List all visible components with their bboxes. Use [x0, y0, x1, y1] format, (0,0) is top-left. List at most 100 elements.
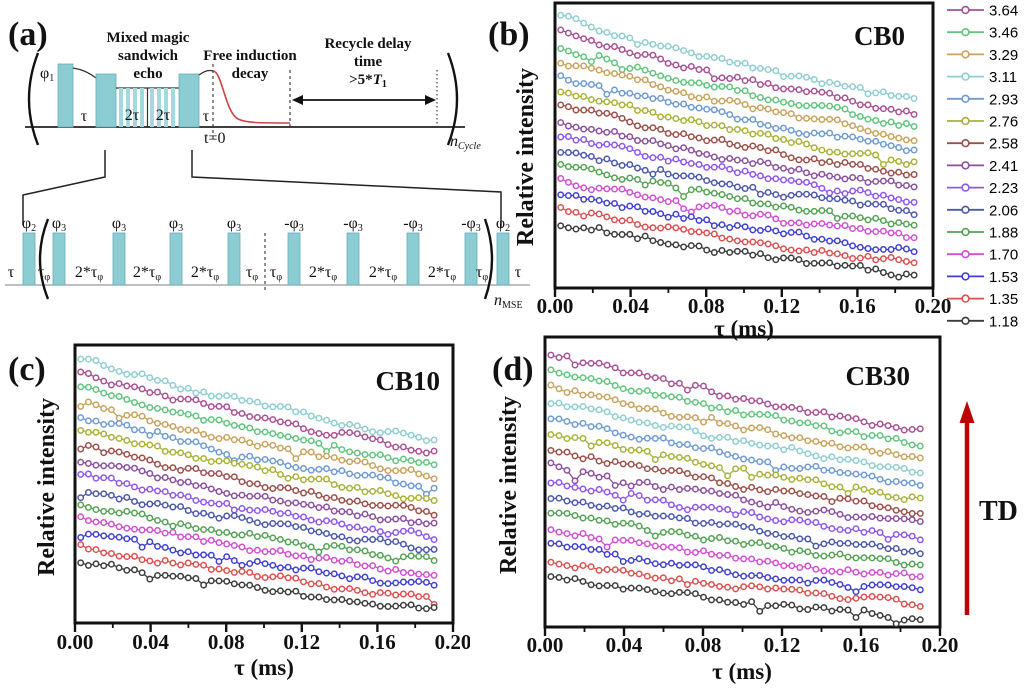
data-point-marker: [716, 551, 723, 559]
data-point-marker: [687, 49, 695, 57]
data-point-marker: [756, 239, 764, 247]
data-point-marker: [407, 590, 415, 598]
data-point-marker: [269, 466, 277, 474]
data-point-marker: [563, 530, 571, 538]
data-point-marker: [555, 399, 563, 407]
data-point-marker: [828, 508, 836, 516]
svg-text:0.00: 0.00: [57, 630, 94, 654]
data-point-marker: [803, 73, 810, 81]
data-point-marker: [852, 613, 860, 621]
data-point-marker: [708, 550, 715, 558]
legend-marker: [961, 272, 970, 281]
data-point-marker: [892, 423, 900, 431]
data-point-marker: [399, 501, 407, 509]
data-point-marker: [284, 403, 292, 411]
data-point-marker: [680, 89, 688, 97]
data-point-marker: [169, 448, 177, 456]
data-point-marker: [253, 480, 261, 488]
data-point-marker: [580, 224, 588, 232]
data-point-marker: [810, 249, 818, 256]
data-point-marker: [879, 119, 887, 127]
data-point-marker: [876, 449, 884, 457]
data-point-marker: [138, 385, 146, 393]
data-point-marker: [868, 610, 876, 617]
data-point-marker: [626, 145, 634, 153]
data-point-marker: [618, 231, 626, 238]
data-point-marker: [764, 225, 772, 233]
data-point-marker: [780, 109, 787, 117]
data-point-marker: [261, 521, 269, 529]
series-1.70: [547, 526, 924, 581]
data-point-marker: [161, 464, 169, 472]
mse-title-line1: Mixed magic: [107, 30, 190, 46]
data-point-marker: [733, 59, 741, 67]
data-point-marker: [641, 124, 649, 132]
data-point-marker: [895, 121, 903, 129]
data-point-marker: [579, 468, 587, 476]
series-3.64: [77, 368, 438, 457]
series-3.46: [77, 383, 438, 469]
data-point-marker: [161, 406, 169, 414]
data-point-marker: [828, 551, 836, 559]
data-point-marker: [230, 541, 238, 549]
data-point-marker: [641, 38, 649, 46]
data-point-marker: [826, 148, 834, 156]
data-point-marker: [672, 172, 680, 180]
series-2.76: [557, 88, 918, 168]
data-point-marker: [764, 130, 772, 138]
data-point-marker: [716, 464, 723, 472]
data-point-marker: [810, 115, 818, 123]
data-point-marker: [276, 535, 284, 543]
data-point-marker: [353, 598, 361, 606]
data-point-marker: [572, 182, 580, 190]
data-point-marker: [872, 200, 880, 208]
data-point-marker: [675, 423, 683, 431]
data-point-marker: [407, 503, 415, 511]
data-point-marker: [246, 529, 254, 537]
data-point-marker: [849, 133, 857, 141]
data-point-marker: [169, 396, 177, 404]
data-point-marker: [892, 545, 900, 552]
data-point-marker: [84, 561, 92, 569]
data-point-marker: [683, 561, 691, 569]
data-point-marker: [876, 542, 884, 550]
data-point-marker: [563, 466, 571, 474]
data-point-marker: [710, 54, 718, 61]
data-point-marker: [748, 539, 756, 547]
data-point-marker: [300, 465, 307, 472]
data-point-marker: [844, 526, 852, 534]
data-point-marker: [161, 529, 169, 537]
x-axis-title-c: τ (ms): [234, 655, 294, 680]
data-point-marker: [659, 451, 667, 459]
data-point-marker: [833, 262, 841, 270]
legend-marker: [961, 72, 970, 81]
data-point-marker: [872, 177, 880, 185]
data-point-marker: [223, 489, 231, 497]
series-2.23: [557, 133, 918, 206]
neg-phi3-label-4: -φ3: [461, 215, 481, 234]
curves-c: [77, 355, 438, 613]
data-point-marker: [547, 539, 555, 547]
legend-item: 3.11: [947, 69, 1017, 86]
data-point-marker: [710, 121, 718, 129]
data-point-marker: [238, 491, 246, 499]
data-point-marker: [84, 370, 92, 377]
data-point-marker: [200, 538, 208, 545]
data-point-marker: [818, 88, 826, 96]
data-point-marker: [695, 118, 703, 126]
data-point-marker: [587, 152, 595, 160]
data-point-marker: [392, 479, 400, 487]
data-point-marker: [611, 550, 619, 558]
data-point-marker: [192, 525, 200, 533]
data-point-marker: [169, 491, 177, 499]
data-point-marker: [200, 469, 208, 477]
data-point-marker: [651, 483, 659, 490]
data-point-marker: [641, 152, 649, 160]
data-point-marker: [184, 438, 192, 446]
data-point-marker: [683, 589, 691, 597]
data-point-marker: [664, 179, 672, 187]
data-point-marker: [571, 477, 579, 485]
data-point-marker: [603, 55, 611, 63]
data-point-marker: [683, 423, 691, 431]
series-2.93: [547, 415, 924, 489]
